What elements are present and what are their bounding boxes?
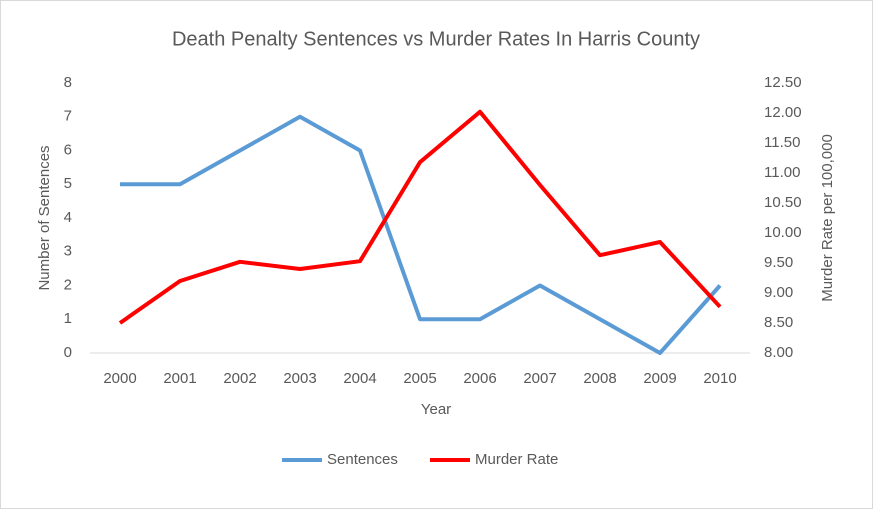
x-tick-label: 2006 (463, 370, 496, 387)
x-tick-label: 2010 (703, 370, 736, 387)
y2-tick-label: 12.00 (764, 104, 802, 121)
x-tick-label: 2008 (583, 370, 616, 387)
y-tick-label: 4 (64, 209, 72, 226)
y2-tick-label: 11.00 (764, 164, 800, 181)
y2-axis-title: Murder Rate per 100,000 (819, 134, 836, 302)
x-axis-title: Year (421, 401, 451, 418)
y2-tick-label: 9.00 (764, 284, 793, 301)
y2-tick-label: 10.50 (764, 194, 802, 211)
legend-label: Murder Rate (475, 451, 558, 468)
y-tick-label: 0 (64, 344, 72, 361)
series-line (120, 114, 722, 355)
y-tick-label: 3 (64, 243, 72, 260)
y2-tick-label: 8.00 (764, 344, 793, 361)
y-tick-label: 8 (64, 74, 72, 91)
y2-tick-label: 11.50 (764, 134, 800, 151)
y2-tick-label: 9.50 (764, 254, 793, 271)
y-tick-label: 1 (64, 310, 72, 327)
y-tick-label: 2 (64, 276, 72, 293)
chart-title: Death Penalty Sentences vs Murder Rates … (172, 28, 700, 50)
y2-tick-label: 12.50 (764, 74, 802, 91)
series-line (118, 109, 722, 325)
x-tick-label: 2000 (103, 370, 136, 387)
y-tick-label: 7 (64, 108, 72, 125)
x-tick-label: 2007 (523, 370, 556, 387)
legend-label: Sentences (327, 451, 398, 468)
y-axis-title: Number of Sentences (36, 145, 53, 290)
y-tick-label: 6 (64, 141, 72, 158)
y2-tick-label: 10.00 (764, 224, 802, 241)
y-tick-label: 5 (64, 175, 72, 192)
x-tick-label: 2001 (163, 370, 196, 387)
x-tick-label: 2005 (403, 370, 436, 387)
x-tick-label: 2009 (643, 370, 676, 387)
x-tick-label: 2002 (223, 370, 256, 387)
x-tick-label: 2004 (343, 370, 376, 387)
x-tick-label: 2003 (283, 370, 316, 387)
y2-tick-label: 8.50 (764, 314, 793, 331)
